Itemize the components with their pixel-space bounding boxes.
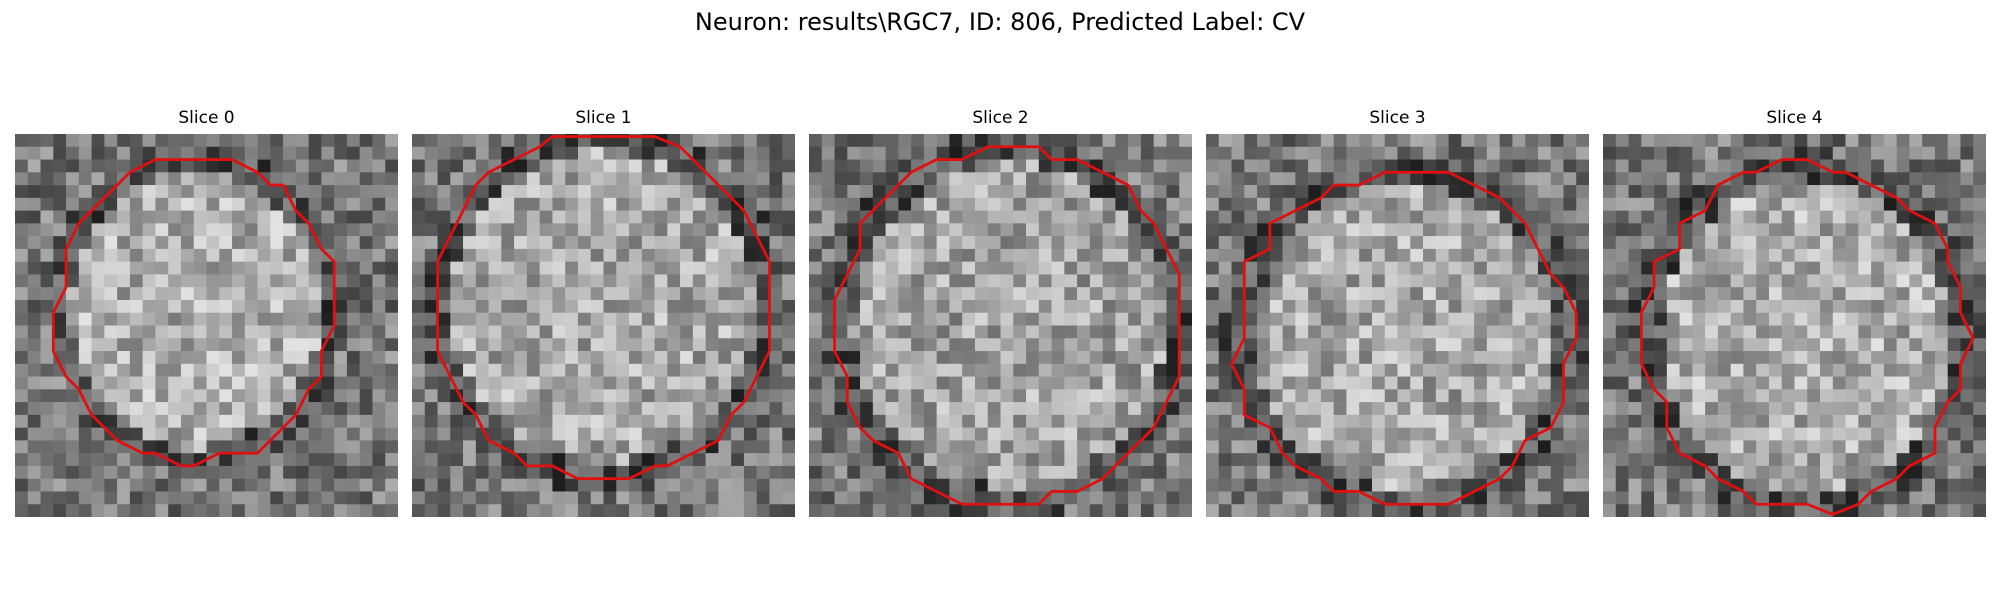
- slice-image: [1603, 134, 1986, 517]
- slice-title: Slice 3: [1369, 108, 1426, 128]
- slice-panel-3: Slice 3: [1206, 106, 1589, 517]
- slice-title: Slice 4: [1766, 108, 1823, 128]
- slice-image: [1206, 134, 1589, 517]
- slice-image: [15, 134, 398, 517]
- cell-contour: [1230, 170, 1578, 506]
- slice-title: Slice 2: [972, 108, 1029, 128]
- slice-title: Slice 1: [575, 108, 632, 128]
- cell-contour: [1639, 158, 1975, 516]
- slice-title: Slice 0: [178, 108, 235, 128]
- slice-image: [412, 134, 795, 517]
- cell-contour: [436, 135, 771, 481]
- slice-image: [809, 134, 1192, 517]
- slice-panel-4: Slice 4: [1603, 106, 1986, 517]
- slice-panel-0: Slice 0: [15, 106, 398, 517]
- slice-panel-1: Slice 1: [412, 106, 795, 517]
- figure-title: Neuron: results\RGC7, ID: 806, Predicted…: [694, 8, 1306, 36]
- cell-contour: [833, 145, 1181, 506]
- slice-panel-2: Slice 2: [809, 106, 1192, 517]
- cell-contour: [51, 158, 336, 468]
